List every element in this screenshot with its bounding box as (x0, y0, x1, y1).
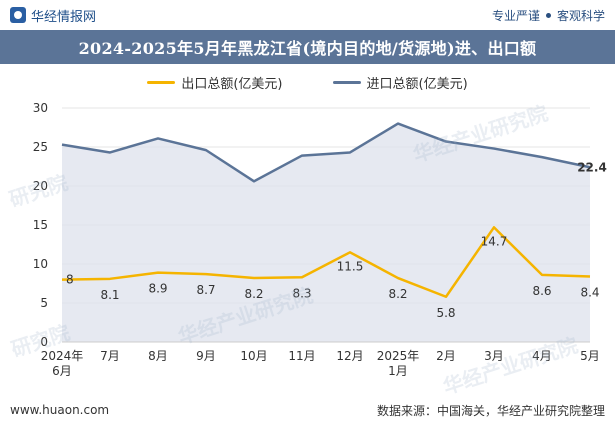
brand-name: 华经情报网 (31, 9, 97, 25)
x-tick-label: 9月 (196, 349, 216, 363)
legend-item-import[interactable]: 进口总额(亿美元) (332, 73, 468, 92)
tag-objective: 客观科学 (556, 8, 605, 23)
x-tick-label: 2024年 (41, 349, 84, 363)
y-tick-label: 15 (33, 218, 48, 232)
import-data-label: 22.4 (577, 160, 607, 174)
x-tick-label: 3月 (484, 349, 504, 363)
export-data-label: 8.2 (244, 287, 263, 301)
y-tick-label: 25 (33, 140, 48, 154)
tag-professional: 专业严谨 (491, 8, 540, 23)
footer-source: 数据来源：中国海关，华经产业研究院整理 (376, 403, 605, 418)
footer-website-link[interactable]: www.huaon.com (10, 403, 110, 417)
export-data-label: 5.8 (436, 306, 455, 320)
x-tick-label: 6月 (52, 364, 72, 378)
x-tick-label: 4月 (532, 349, 552, 363)
legend-export-swatch (147, 80, 176, 84)
brand[interactable]: 华经情报网 (10, 6, 96, 25)
x-tick-label: 2月 (436, 349, 456, 363)
export-data-label: 11.5 (337, 259, 364, 273)
export-data-label: 8.4 (580, 285, 599, 299)
x-tick-label: 2025年 (377, 349, 420, 363)
x-tick-label: 12月 (336, 349, 363, 363)
y-tick-label: 20 (33, 179, 48, 193)
separator-dot-icon (545, 12, 551, 18)
export-data-label: 8.7 (196, 283, 215, 297)
export-data-label: 14.7 (481, 234, 508, 248)
slogan-tags: 专业严谨 客观科学 (492, 7, 605, 24)
export-data-label: 8.2 (388, 287, 407, 301)
y-tick-label: 30 (33, 101, 48, 115)
brand-logo-icon (10, 7, 26, 23)
x-tick-label: 11月 (288, 349, 315, 363)
export-series-line (61, 226, 591, 299)
x-tick-label: 8月 (148, 349, 168, 363)
footer: www.huaon.com 数据来源：中国海关，华经产业研究院整理 (0, 393, 615, 427)
legend-import-swatch (332, 80, 361, 84)
export-data-label: 8.9 (148, 282, 167, 296)
legend-item-export[interactable]: 出口总额(亿美元) (147, 73, 283, 92)
export-data-label: 8.6 (532, 284, 551, 298)
y-tick-label: 5 (40, 296, 48, 310)
chart-legend: 出口总额(亿美元) 进口总额(亿美元) (0, 70, 615, 94)
y-tick-label: 10 (33, 257, 48, 271)
legend-export-label: 出口总额(亿美元) (181, 76, 283, 92)
import-area-fill (62, 123, 590, 342)
x-tick-label: 1月 (388, 364, 408, 378)
x-tick-label: 5月 (580, 349, 600, 363)
export-data-label: 8.1 (100, 288, 119, 302)
chart-title: 2024-2025年5月年黑龙江省(境内目的地/货源地)进、出口额 (0, 30, 615, 64)
export-data-label: 8.3 (292, 286, 311, 300)
legend-import-label: 进口总额(亿美元) (366, 76, 468, 92)
export-data-label: 8 (66, 273, 74, 287)
x-tick-label: 10月 (240, 349, 267, 363)
top-bar: 华经情报网 专业严谨 客观科学 (0, 0, 615, 30)
x-tick-label: 7月 (100, 349, 120, 363)
y-tick-label: 0 (40, 335, 48, 349)
import-series-line (61, 122, 591, 183)
